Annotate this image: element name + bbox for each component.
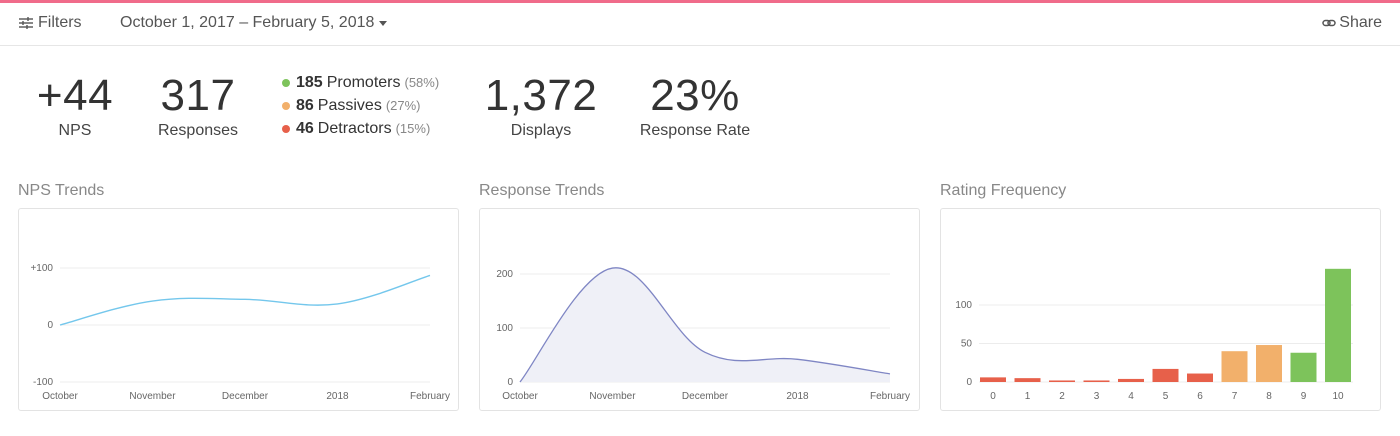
nps-trends-chart: +100 0 -100 October November December 2018 Febr… [30,263,450,402]
nps-trends-panel: +100 0 -100 October November December 2018 Febr… [18,208,459,411]
filters-label: Filters [38,14,82,31]
stat-displays: 1,372 Displays [481,74,601,140]
rating-bar [1187,373,1213,382]
x-tick-label: October [42,391,78,402]
rating-bar [1049,380,1075,382]
stat-nps: +44 NPS [33,74,117,140]
x-tick-label: December [682,391,729,402]
y-tick-label: 0 [47,320,53,331]
passives-row: 86 Passives (27%) [282,94,439,117]
response-rate-label: Response Rate [639,122,751,139]
x-tick-label: 1 [1025,391,1031,402]
promoters-count: 185 [296,73,323,91]
y-tick-label: 0 [507,377,513,388]
passives-dot [282,101,290,110]
response-rate-value: 23% [650,71,740,120]
link-icon [1322,19,1337,27]
rating-frequency-chart: 100 50 0 0 1 2 3 4 5 6 7 8 9 10 [955,268,1353,402]
nps-value: +44 [36,71,114,120]
share-label: Share [1339,14,1382,31]
date-range-label: October 1, 2017 – February 5, 2018 [120,14,375,31]
rating-bar [1083,380,1110,382]
detractors-row: 46 Detractors (15%) [282,117,439,140]
responses-label: Responses [157,122,239,139]
response-breakdown: 185 Promoters (58%) 86 Passives (27%) 46… [282,71,439,140]
response-trends-chart: 200 100 0 October November December 2018 Februa… [496,267,910,402]
y-tick-label: 200 [496,269,513,280]
response-trends-title: Response Trends [479,182,605,199]
y-tick-label: 0 [966,377,972,388]
top-accent-bar [0,0,1400,3]
rating-bar [1118,378,1144,382]
filters-icon [19,17,33,29]
toolbar: Filters October 1, 2017 – February 5, 20… [0,3,1400,46]
x-tick-label: October [502,391,538,402]
date-range-dropdown[interactable]: October 1, 2017 – February 5, 2018 [120,14,388,32]
y-tick-label: 50 [961,339,973,350]
nps-trends-title: NPS Trends [18,182,105,199]
rating-frequency-panel: 100 50 0 0 1 2 3 4 5 6 7 8 9 10 [940,208,1381,411]
x-tick-label: 2 [1059,391,1065,402]
responses-value: 317 [160,71,236,120]
y-tick-label: +100 [30,263,53,274]
promoters-dot [282,78,290,87]
x-tick-label: 4 [1128,391,1134,402]
response-series-line [519,267,891,383]
rating-bar [980,377,1006,382]
displays-label: Displays [510,122,572,139]
response-area-fill [520,267,890,382]
x-tick-label: 3 [1094,391,1100,402]
x-tick-label: 6 [1197,391,1203,402]
x-tick-label: 8 [1266,391,1272,402]
detractors-pct: (15%) [395,121,431,136]
x-tick-label: 9 [1301,391,1307,402]
x-tick-label: November [589,391,636,402]
caret-down-icon [379,20,388,26]
rating-bar [1152,368,1179,382]
x-tick-label: 10 [1332,391,1344,402]
x-tick-label: February [410,391,450,402]
x-tick-label: 2018 [326,391,349,402]
y-tick-label: 100 [955,300,972,311]
share-button[interactable]: Share [1322,14,1382,32]
x-tick-label: December [222,391,269,402]
y-tick-label: 100 [496,323,513,334]
passives-count: 86 [296,96,314,114]
filters-button[interactable]: Filters [18,14,82,32]
response-trends-panel: 200 100 0 October November December 2018 Februa… [479,208,920,411]
nps-label: NPS [58,122,92,139]
passives-label: Passives [317,96,382,114]
x-tick-label: February [870,391,910,402]
passives-pct: (27%) [385,98,421,113]
detractors-count: 46 [296,119,314,137]
nps-series-line [59,274,431,326]
displays-value: 1,372 [484,71,598,120]
rating-frequency-title: Rating Frequency [940,182,1067,199]
rating-bar [1325,268,1351,382]
x-tick-label: 0 [990,391,996,402]
detractors-dot [282,124,290,133]
y-tick-label: -100 [33,377,53,388]
promoters-label: Promoters [326,73,401,91]
rating-bar [1290,352,1317,382]
stat-response-rate: 23% Response Rate [630,74,760,140]
promoters-row: 185 Promoters (58%) [282,71,439,94]
promoters-pct: (58%) [404,75,440,90]
x-tick-label: 5 [1163,391,1169,402]
x-tick-label: November [129,391,176,402]
x-tick-label: 2018 [786,391,809,402]
rating-bar [1221,351,1248,382]
rating-bar [1014,378,1041,382]
rating-bar [1256,345,1282,382]
x-tick-label: 7 [1232,391,1238,402]
detractors-label: Detractors [317,119,392,137]
stat-responses: 317 Responses [148,74,248,140]
